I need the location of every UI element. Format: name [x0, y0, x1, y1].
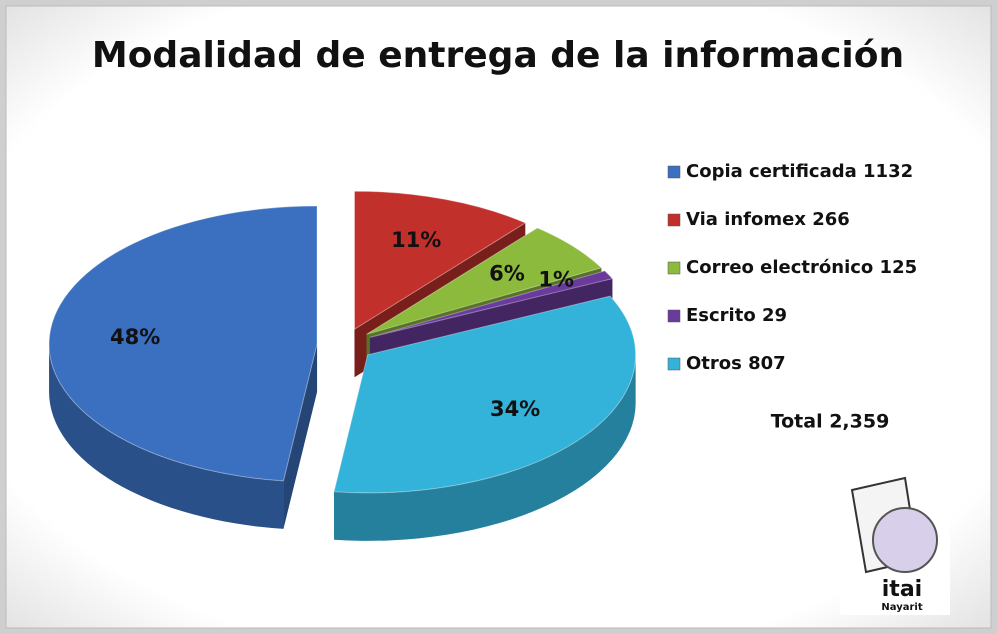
legend-swatch	[667, 165, 681, 179]
logo-circle	[872, 507, 938, 573]
legend-label: Correo electrónico 125	[686, 257, 917, 278]
data-label: 34%	[490, 397, 540, 421]
data-label: 48%	[110, 325, 160, 349]
legend-swatch	[667, 213, 681, 227]
legend-swatch	[667, 309, 681, 323]
data-label: 11%	[391, 228, 441, 252]
slice	[366, 227, 603, 335]
logo-text: itai	[882, 577, 922, 602]
legend-swatch	[667, 357, 681, 371]
chart-title: Modalidad de entrega de la información	[92, 35, 904, 76]
logo: itai Nayarit	[840, 476, 950, 615]
slice	[353, 190, 527, 331]
slice-side	[49, 343, 284, 529]
data-label: 1%	[538, 268, 574, 292]
legend-label: Copia certificada 1132	[686, 161, 913, 182]
legend-label: Otros 807	[686, 353, 786, 374]
slice-cut-face	[283, 343, 318, 529]
logo-subtext: Nayarit	[881, 602, 922, 613]
slice-side	[334, 354, 636, 541]
slice	[333, 295, 637, 494]
slice	[48, 205, 318, 482]
total-annotation: Total 2,359	[771, 411, 890, 433]
legend-swatch	[667, 261, 681, 275]
legend-label: Via infomex 266	[686, 209, 850, 230]
slice	[369, 270, 614, 338]
pie-tops	[48, 190, 637, 494]
legend-label: Escrito 29	[686, 305, 787, 326]
data-label: 6%	[489, 261, 525, 285]
